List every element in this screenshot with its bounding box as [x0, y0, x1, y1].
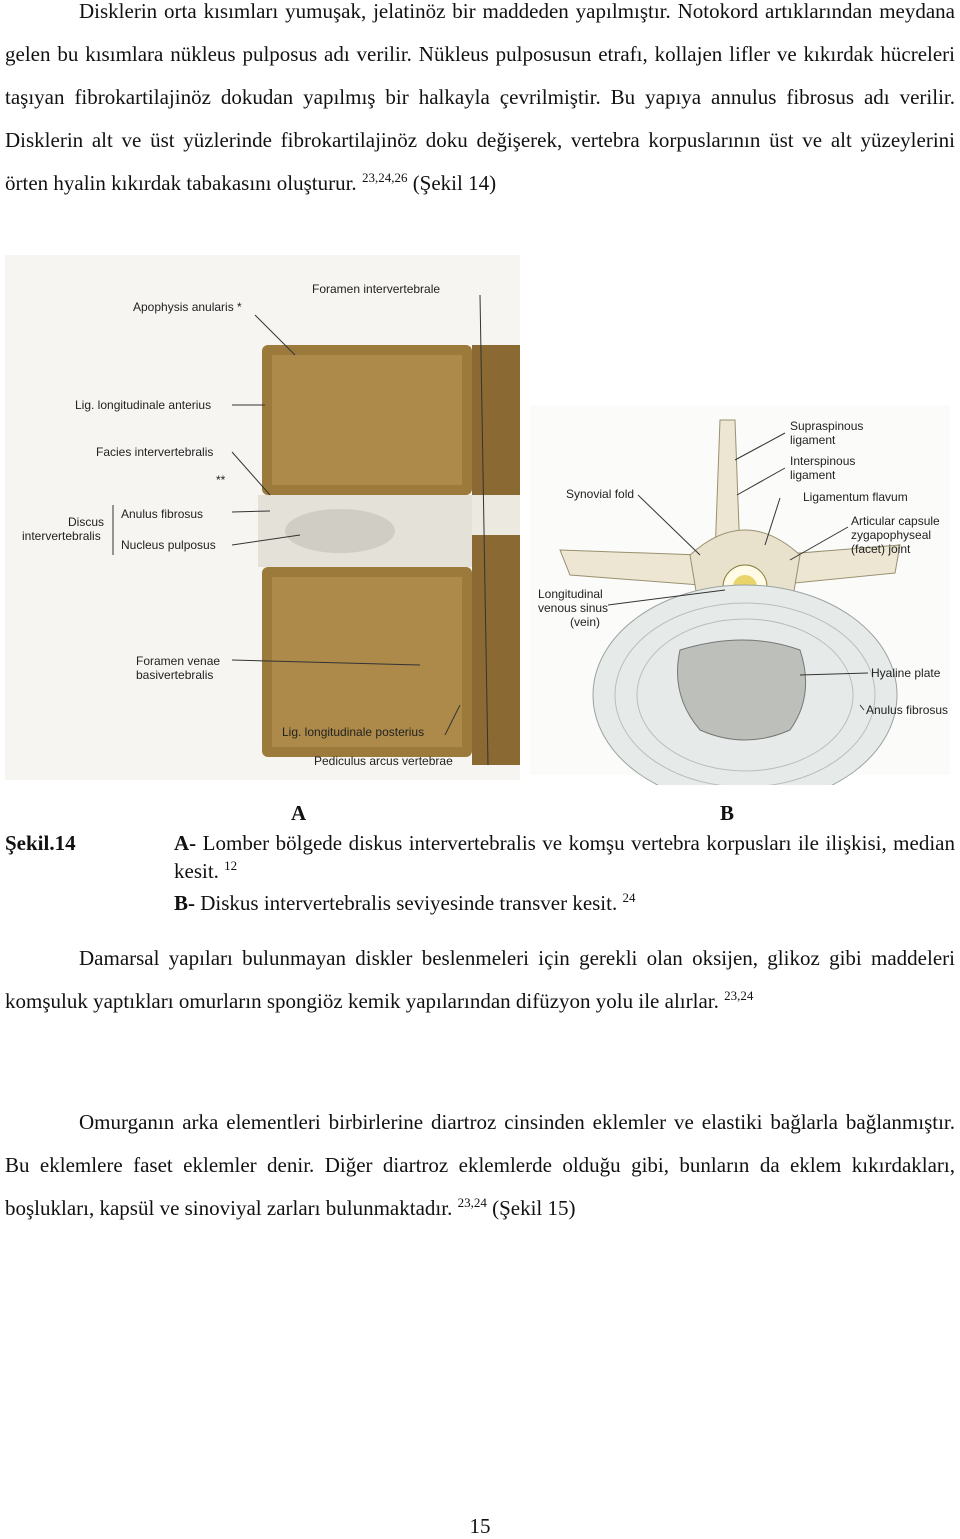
figure-label: (facet) joint: [851, 542, 911, 556]
citation: 12: [224, 858, 238, 873]
figure-label: Foramen venae: [136, 654, 220, 668]
figure-ref: (Şekil 14): [412, 171, 497, 195]
citation: 23,24: [724, 988, 754, 1003]
figure-label: Anulus fibrosus: [866, 703, 948, 717]
figure-label: venous sinus: [538, 601, 608, 615]
figure-label: zygapophyseal: [851, 528, 931, 542]
paragraph-text: Damarsal yapıları bulunmayan diskler bes…: [5, 946, 955, 1013]
caption-prefix: B-: [174, 891, 195, 915]
figure-label: Foramen intervertebrale: [312, 282, 440, 296]
figure-label: Nucleus pulposus: [121, 538, 216, 552]
figure-label: Supraspinous: [790, 419, 863, 433]
figure-label: Apophysis anularis *: [133, 300, 242, 314]
caption-item: B- Diskus intervertebralis seviyesinde t…: [174, 889, 955, 917]
figure-label: ligament: [790, 433, 836, 447]
figure-label: Articular capsule: [851, 514, 940, 528]
figure-label: Facies intervertebralis: [96, 445, 213, 459]
figure-label: Pediculus arcus vertebrae: [314, 754, 453, 768]
caption-label: Şekil.14: [5, 831, 76, 855]
figure-label: Synovial fold: [566, 487, 634, 501]
paragraph: Disklerin orta kısımları yumuşak, jelati…: [5, 0, 955, 205]
figure-label: Hyaline plate: [871, 666, 941, 680]
citation: 24: [622, 890, 636, 905]
figure-label: Lig. longitudinale anterius: [75, 398, 211, 412]
page-number: 15: [469, 1514, 491, 1538]
figure: Foramen intervertebrale Apophysis anular…: [5, 255, 950, 785]
figure-label: Lig. longitudinale posterius: [282, 725, 424, 739]
caption-text: Lomber bölgede diskus intervertebralis v…: [174, 831, 955, 883]
figure-label: intervertebralis: [22, 529, 101, 543]
panel-letter: A: [291, 801, 307, 825]
figure-label: Anulus fibrosus: [121, 507, 203, 521]
figure-ref: (Şekil 15): [492, 1196, 576, 1220]
figure-label: basivertebralis: [136, 668, 213, 682]
caption-prefix: A-: [174, 831, 197, 855]
paragraph: Damarsal yapıları bulunmayan diskler bes…: [5, 937, 955, 1023]
figure-label: Discus: [68, 515, 104, 529]
caption-item: A- Lomber bölgede diskus intervertebrali…: [174, 829, 955, 885]
panel-letter: B: [720, 801, 735, 825]
figure-label: Ligamentum flavum: [803, 490, 908, 504]
paragraph-text: Omurganın arka elementleri birbirlerine …: [5, 1110, 955, 1220]
caption: Şekil.14 A- Lomber bölgede diskus interv…: [5, 829, 955, 917]
citation: 23,24,26: [361, 170, 408, 185]
paragraph: Omurganın arka elementleri birbirlerine …: [5, 1101, 955, 1230]
caption-text: Diskus intervertebralis seviyesinde tran…: [200, 891, 618, 915]
paragraph-text: Disklerin orta kısımları yumuşak, jelati…: [5, 0, 955, 195]
citation: 23,24: [457, 1195, 487, 1210]
figure-label: ligament: [790, 468, 836, 482]
figure-label: (vein): [570, 615, 600, 629]
figure-label: Interspinous: [790, 454, 855, 468]
figure-label: **: [216, 473, 226, 487]
figure-label: Longitudinal: [538, 587, 603, 601]
